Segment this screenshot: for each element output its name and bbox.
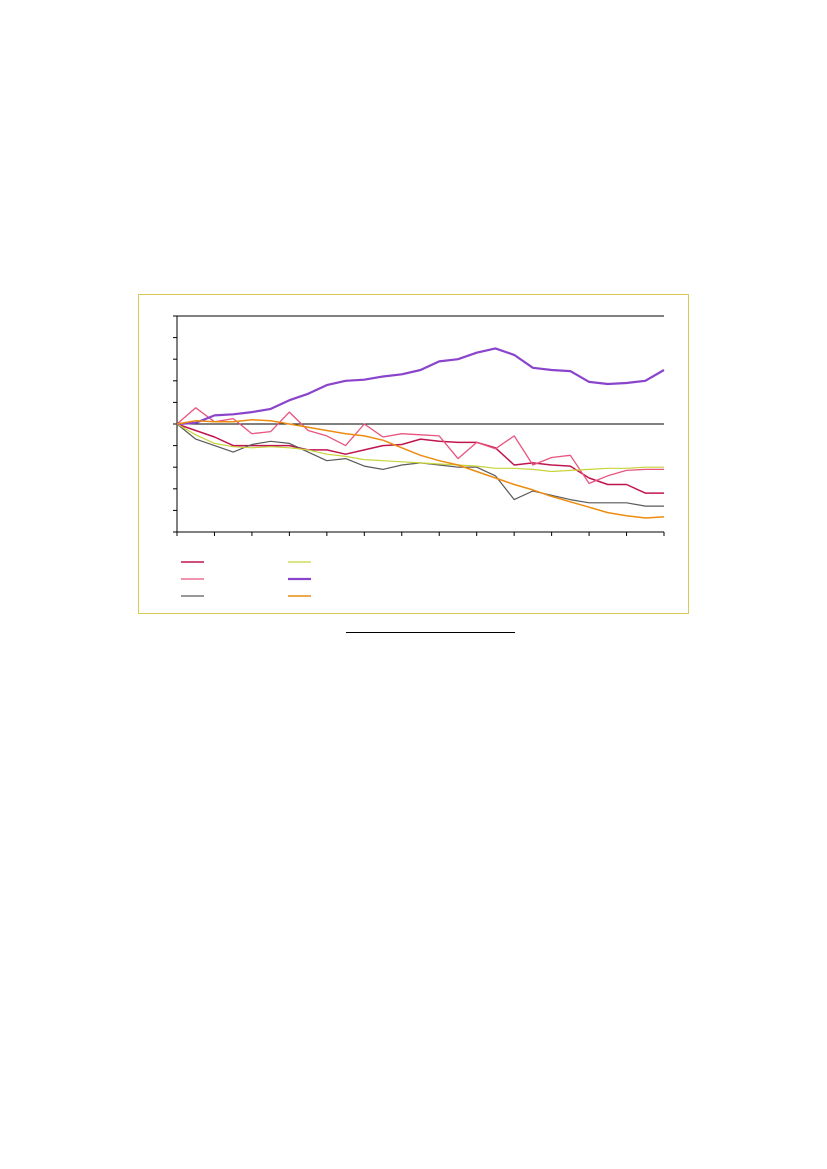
line-chart <box>173 315 665 597</box>
chart-axes <box>173 315 665 536</box>
series-line-4 <box>176 423 664 473</box>
caption-underline <box>346 632 515 633</box>
chart-series <box>176 347 665 519</box>
series-line-3 <box>176 423 664 507</box>
series-line-6 <box>176 418 665 519</box>
series-line-5 <box>176 347 665 426</box>
chart-legend <box>181 561 311 597</box>
chart-frame <box>138 294 689 614</box>
series-line-2 <box>176 407 664 485</box>
